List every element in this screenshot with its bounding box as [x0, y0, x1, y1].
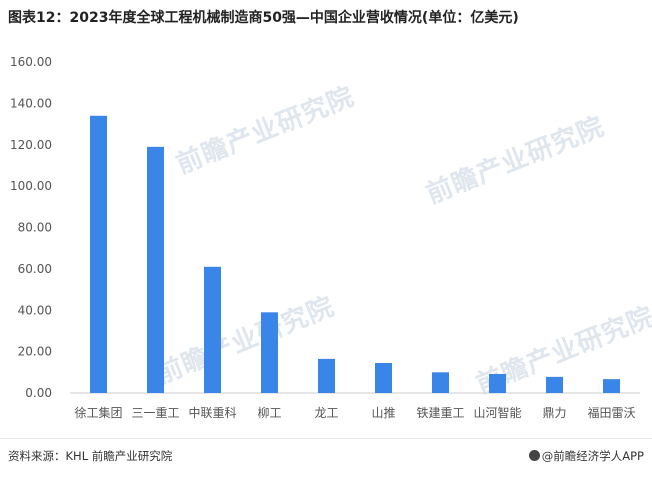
source-note: 资料来源：KHL 前瞻产业研究院: [8, 449, 173, 463]
brand-credit: @前瞻经济学人APP: [528, 448, 644, 468]
bar-6: [375, 363, 392, 393]
bar-chart: 0.00 20.00 40.00 60.00 80.00 100.00 120.00 140.…: [10, 55, 640, 420]
footer-divider: [0, 438, 652, 439]
bar-3: [204, 266, 221, 393]
brand-text: @前瞻经济学人APP: [541, 449, 644, 463]
bar-1: [90, 115, 107, 393]
y-tick-label: 60.00: [18, 262, 52, 276]
bar-8: [489, 373, 506, 393]
y-tick-label: 140.00: [10, 96, 52, 110]
y-tick-label: 80.00: [18, 221, 52, 235]
bar-10: [603, 379, 620, 393]
bar-2: [147, 146, 164, 393]
x-tick-label: 山推: [371, 406, 395, 420]
x-tick-label: 鼎力: [542, 406, 566, 420]
bar-9: [546, 376, 563, 393]
y-tick-label: 40.00: [18, 303, 52, 317]
bar-4: [261, 312, 278, 393]
x-tick-label: 柳工: [257, 406, 281, 420]
bar-5: [318, 358, 335, 393]
chart-title: 图表12：2023年度全球工程机械制造商50强—中国企业营收情况(单位：亿美元): [8, 10, 519, 26]
bar-7: [432, 372, 449, 393]
x-tick-label: 福田雷沃: [587, 405, 635, 420]
y-tick-label: 20.00: [18, 345, 52, 359]
y-tick-label: 160.00: [10, 55, 52, 69]
x-tick-label: 徐工集团: [74, 405, 122, 420]
x-tick-label: 山河智能: [473, 405, 521, 420]
x-tick-label: 龙工: [314, 406, 338, 420]
brand-logo-icon: [528, 450, 540, 461]
x-tick-label: 三一重工: [131, 406, 179, 420]
x-tick-label: 中联重科: [188, 405, 236, 420]
y-tick-label: 120.00: [10, 138, 52, 152]
x-tick-label: 铁建重工: [416, 406, 464, 420]
y-tick-label: 100.00: [10, 179, 52, 193]
y-tick-label: 0.00: [25, 386, 52, 400]
